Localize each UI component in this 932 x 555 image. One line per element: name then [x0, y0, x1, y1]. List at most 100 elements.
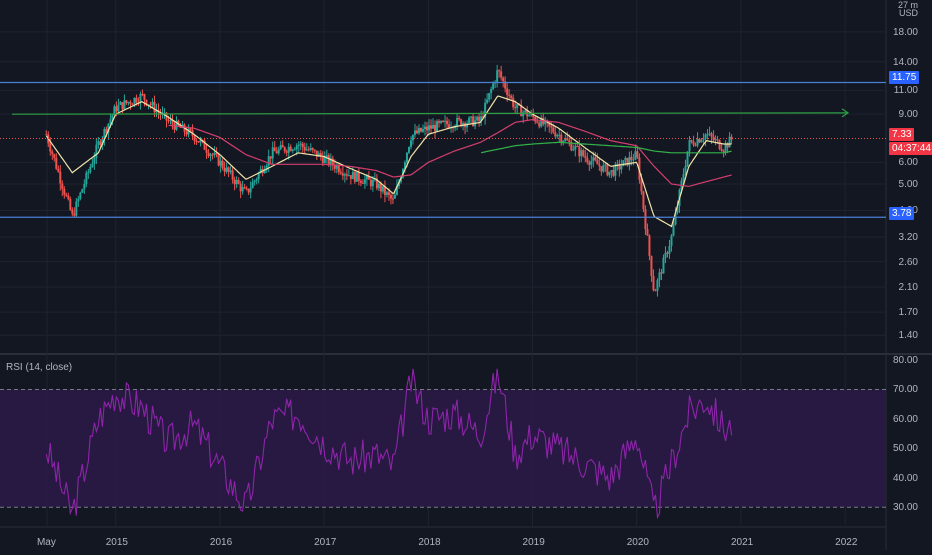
price-tick-label: 14.00 — [892, 56, 918, 68]
candle-body — [285, 151, 288, 153]
candle-body — [438, 121, 441, 123]
candle-body — [225, 167, 228, 172]
candle-body — [169, 119, 172, 121]
candle-body — [293, 149, 296, 151]
candle-body — [642, 191, 645, 210]
candle-body — [61, 183, 64, 190]
candle-body — [468, 117, 471, 124]
candle-body — [209, 154, 212, 156]
candle-body — [618, 163, 621, 170]
candle-body — [548, 122, 551, 127]
candle-body — [602, 165, 605, 172]
candle-body — [237, 179, 240, 184]
candle-body — [279, 145, 282, 150]
rsi-band-fill — [0, 389, 886, 508]
candle-body — [45, 134, 48, 136]
candle-body — [131, 103, 134, 105]
candle-body — [365, 176, 368, 180]
candle-body — [726, 143, 729, 148]
candle-body — [724, 143, 727, 152]
candle-body — [145, 99, 148, 105]
candle-body — [91, 163, 94, 167]
candle-body — [249, 188, 252, 193]
candle-body — [530, 113, 533, 116]
candle-body — [125, 100, 128, 103]
candle-body — [149, 104, 152, 106]
candle-body — [676, 206, 679, 213]
candle-body — [317, 153, 320, 157]
time-tick-label: May — [36, 537, 56, 548]
candle-body — [606, 164, 609, 176]
rsi-indicator-title[interactable]: RSI (14, close) — [6, 362, 73, 373]
time-tick-label: 2021 — [730, 537, 754, 548]
time-tick-label: 2018 — [418, 537, 441, 548]
candle-body — [193, 135, 196, 142]
candle-body — [582, 150, 585, 156]
candle-body — [73, 213, 76, 216]
candle-body — [291, 149, 294, 151]
time-tick-label: 2022 — [835, 537, 858, 548]
candle-body — [245, 188, 248, 190]
price-tick-label: 3.20 — [898, 232, 918, 243]
candle-body — [558, 134, 561, 136]
candle-body — [472, 116, 475, 127]
candle-body — [544, 120, 547, 125]
candle-body — [303, 146, 306, 151]
candle-body — [432, 124, 435, 129]
candle-body — [712, 136, 715, 141]
time-tick-label: 2019 — [522, 537, 545, 548]
candle-body — [371, 180, 374, 187]
candle-body — [536, 121, 539, 123]
candle-body — [540, 117, 543, 127]
time-tick-label: 2016 — [209, 537, 233, 548]
candle-body — [369, 179, 372, 187]
candle-body — [287, 146, 290, 153]
candle-body — [604, 164, 607, 166]
candle-body — [381, 186, 384, 192]
candle-body — [267, 156, 270, 166]
candle-body — [578, 146, 581, 157]
candle-body — [315, 150, 318, 157]
candle-body — [65, 194, 68, 196]
candle-body — [714, 139, 717, 141]
price-tick-label: 1.40 — [898, 330, 918, 342]
candle-body — [614, 164, 617, 176]
candle-body — [496, 70, 499, 83]
price-tick-label: 2.10 — [898, 282, 918, 294]
rsi-line — [45, 368, 733, 520]
candle-body — [428, 125, 431, 131]
candle-body — [417, 127, 420, 134]
candle-body — [229, 170, 232, 172]
candle-body — [632, 159, 635, 161]
candle-body — [205, 149, 208, 153]
candle-body — [87, 171, 90, 173]
candle-body — [728, 136, 731, 148]
last-price-tag: 7.33 — [889, 128, 915, 141]
candle-body — [345, 174, 348, 176]
candle-body — [620, 166, 623, 170]
candle-body — [331, 158, 334, 165]
candle-body — [283, 147, 286, 152]
candle-body — [241, 187, 244, 192]
candle-body — [247, 188, 250, 193]
candle-body — [309, 148, 312, 150]
candle-body — [498, 70, 501, 72]
candle-body — [397, 181, 400, 187]
candle-body — [177, 120, 180, 126]
candle-body — [271, 147, 274, 159]
candle-body — [363, 179, 366, 184]
candle-body — [337, 165, 340, 173]
candle-body — [688, 140, 691, 152]
candle-body — [730, 136, 733, 140]
rsi-tick-label: 70.00 — [892, 384, 918, 396]
candle-body — [470, 116, 473, 118]
price-tick-label: 1.70 — [898, 307, 918, 319]
candle-body — [233, 179, 236, 185]
candle-body — [480, 116, 483, 121]
candle-body — [215, 152, 218, 155]
candle-body — [656, 280, 659, 291]
candle-body — [456, 118, 459, 127]
candle-body — [662, 257, 665, 274]
